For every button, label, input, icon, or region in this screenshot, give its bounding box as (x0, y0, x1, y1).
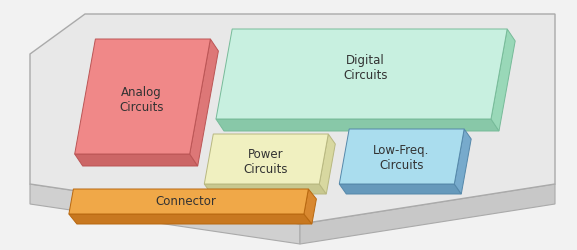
Polygon shape (69, 214, 312, 224)
Polygon shape (319, 134, 335, 194)
Polygon shape (216, 30, 507, 120)
Polygon shape (339, 184, 461, 194)
Polygon shape (454, 130, 471, 194)
Text: Power
Circuits: Power Circuits (243, 148, 288, 175)
Text: Low-Freq.
Circuits: Low-Freq. Circuits (373, 144, 429, 171)
Polygon shape (216, 120, 499, 132)
Polygon shape (491, 30, 515, 132)
Polygon shape (204, 134, 328, 184)
Text: Analog
Circuits: Analog Circuits (119, 86, 164, 114)
Polygon shape (304, 189, 316, 224)
Text: Connector: Connector (156, 195, 217, 208)
Polygon shape (30, 184, 300, 244)
Polygon shape (74, 40, 211, 154)
Polygon shape (300, 184, 555, 244)
Polygon shape (74, 154, 198, 166)
Polygon shape (339, 130, 464, 184)
Text: Digital
Circuits: Digital Circuits (343, 54, 388, 82)
Polygon shape (69, 189, 308, 214)
Polygon shape (190, 40, 218, 166)
Polygon shape (204, 184, 326, 194)
Polygon shape (30, 15, 555, 224)
